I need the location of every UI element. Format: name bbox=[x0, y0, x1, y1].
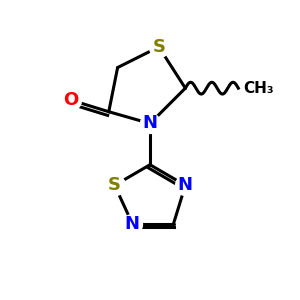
Text: N: N bbox=[142, 115, 158, 133]
Text: O: O bbox=[63, 91, 78, 109]
Text: CH₃: CH₃ bbox=[243, 81, 273, 96]
Text: S: S bbox=[152, 38, 165, 56]
Text: N: N bbox=[125, 214, 140, 232]
Text: S: S bbox=[108, 176, 121, 194]
Text: N: N bbox=[178, 176, 193, 194]
